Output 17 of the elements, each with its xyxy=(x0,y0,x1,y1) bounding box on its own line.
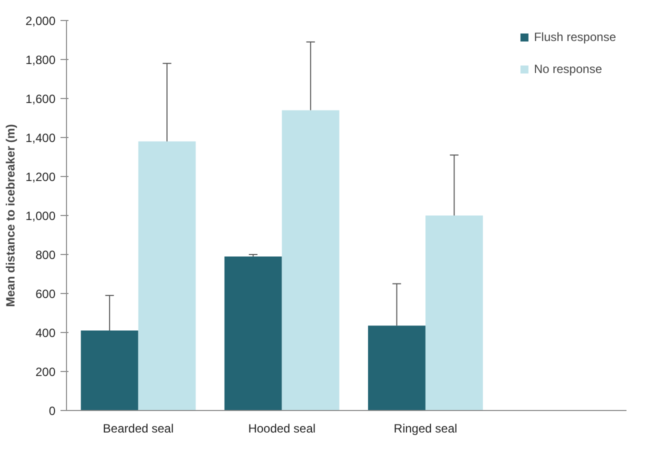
x-tick-label: Hooded seal xyxy=(248,422,316,436)
y-tick-label: 0 xyxy=(48,404,56,418)
y-tick-label: 1,800 xyxy=(25,53,56,67)
x-tick-label: Ringed seal xyxy=(394,422,458,436)
y-tick-label: 1,600 xyxy=(25,92,56,106)
y-tick-label: 1,200 xyxy=(25,170,56,184)
legend-label: No response xyxy=(534,62,602,76)
y-tick-label: 200 xyxy=(35,365,56,379)
y-tick-label: 1,400 xyxy=(25,131,56,145)
y-tick-label: 1,000 xyxy=(25,209,56,223)
y-tick-label: 400 xyxy=(35,326,56,340)
x-tick-label: Bearded seal xyxy=(102,422,174,436)
y-tick-label: 2,000 xyxy=(25,14,56,28)
legend-label: Flush response xyxy=(534,30,616,44)
y-tick-label: 600 xyxy=(35,287,56,301)
y-axis-title: Mean distance to icebreaker (m) xyxy=(3,124,18,307)
y-tick-label: 800 xyxy=(35,248,56,262)
